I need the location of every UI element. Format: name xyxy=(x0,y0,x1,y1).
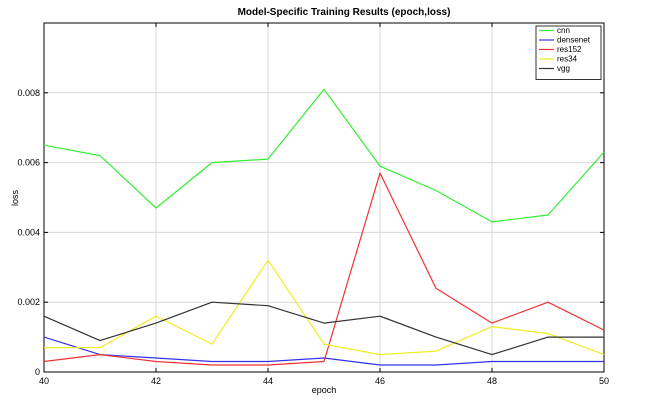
grid xyxy=(44,23,604,372)
y-tick-label: 0.004 xyxy=(17,227,40,237)
y-tick-label: 0.002 xyxy=(17,297,40,307)
legend-label-cnn: cnn xyxy=(557,26,570,35)
x-tick-label: 46 xyxy=(375,376,385,386)
axis-ticks: 40 42 44 46 48 50 0 0.002 0.004 0.006 0.008 xyxy=(17,23,609,386)
x-axis-label: epoch xyxy=(312,385,337,395)
series-line-res152 xyxy=(43,172,605,366)
x-tick-label: 42 xyxy=(151,376,161,386)
x-tick-label: 48 xyxy=(487,376,497,386)
y-tick-label: 0.008 xyxy=(17,88,40,98)
chart-title: Model-Specific Training Results (epoch,l… xyxy=(238,7,451,18)
plot-frame xyxy=(43,22,605,373)
legend-label-res34: res34 xyxy=(557,55,578,64)
series-line-res34 xyxy=(44,259,605,356)
y-tick-label: 0 xyxy=(35,367,40,377)
x-tick-label: 44 xyxy=(263,376,273,386)
legend-label-densenet: densenet xyxy=(557,36,591,45)
series-lines xyxy=(43,88,605,366)
series-line-cnn xyxy=(43,88,605,223)
series-line-densenet xyxy=(43,336,604,366)
legend-box xyxy=(535,25,602,80)
y-axis-label: loss xyxy=(10,190,20,207)
legend-label-vgg: vgg xyxy=(557,64,570,73)
x-tick-label: 50 xyxy=(599,376,609,386)
series-line-vgg xyxy=(43,301,604,356)
y-tick-label: 0.006 xyxy=(17,158,40,168)
x-tick-label: 40 xyxy=(39,376,49,386)
legend-label-res152: res152 xyxy=(557,45,582,54)
